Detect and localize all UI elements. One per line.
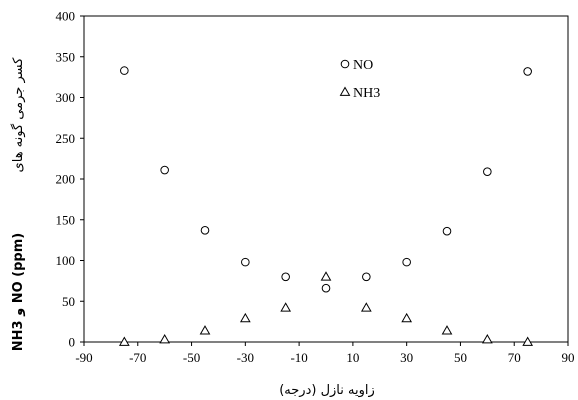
data-point-no [402,257,411,267]
data-point-nh3 [441,325,453,335]
data-point-no [160,165,169,175]
data-point-nh3 [199,325,211,335]
y-tick-label: 100 [56,253,76,268]
y-tick-label: 400 [56,9,76,24]
data-point-nh3 [522,336,534,346]
x-tick-label: 70 [508,350,521,365]
data-point-nh3 [360,302,372,312]
x-tick-label: -10 [290,350,307,365]
y-tick-label: 250 [56,131,76,146]
y-tick-label: 50 [62,294,75,309]
legend-label-no: NO [353,58,373,73]
x-tick-label: -50 [183,350,200,365]
data-point-nh3 [481,334,493,344]
y-axis-title-ltr: NH3 و NO (ppm) [11,233,26,351]
x-tick-label: 30 [400,350,413,365]
data-point-no [442,226,452,236]
data-point-no [241,257,250,267]
plot-frame [83,15,569,343]
legend: NO NH3 [339,58,380,101]
axes [83,15,569,343]
x-tick-label: -90 [75,350,92,365]
x-tick-label: 50 [454,350,467,365]
data-point-no [362,272,371,282]
y-axis-title: NH3 و NO (ppm) کسر جرمی گونه های [10,57,26,351]
x-tick-label: -30 [237,350,254,365]
data-marks [118,66,534,346]
data-point-nh3 [280,302,292,312]
y-tick-label: 200 [56,172,76,187]
data-point-nh3 [401,312,413,323]
x-tick-label: 10 [346,350,359,365]
data-point-no [483,167,492,176]
legend-label-nh3: NH3 [353,86,380,101]
legend-marker-nh3 [339,86,351,96]
y-tick-label: 300 [56,90,76,105]
data-point-nh3 [320,271,332,281]
data-point-nh3 [239,312,251,323]
data-point-no [281,272,290,282]
y-tick-label: 350 [56,49,76,64]
y-tick-label: 150 [56,212,76,227]
data-point-no [523,67,532,76]
legend-marker-no [340,59,350,69]
x-axis-title: زاویه نازل (درجه) [279,383,375,398]
data-point-no [200,226,210,235]
data-point-nh3 [118,336,130,346]
data-point-nh3 [159,334,171,344]
data-point-no [120,66,129,75]
x-tick-label: 90 [562,350,575,365]
y-tick-label: 0 [69,335,76,350]
x-axis-ticks: -90 -70 -50 -30 -10 10 30 50 70 90 [75,342,575,365]
data-point-no [321,283,331,293]
y-axis-title-rtl: کسر جرمی گونه های [10,57,26,173]
y-axis-ticks: 0 50 100 150 200 250 300 350 400 [56,9,84,350]
x-tick-label: -70 [129,350,146,365]
